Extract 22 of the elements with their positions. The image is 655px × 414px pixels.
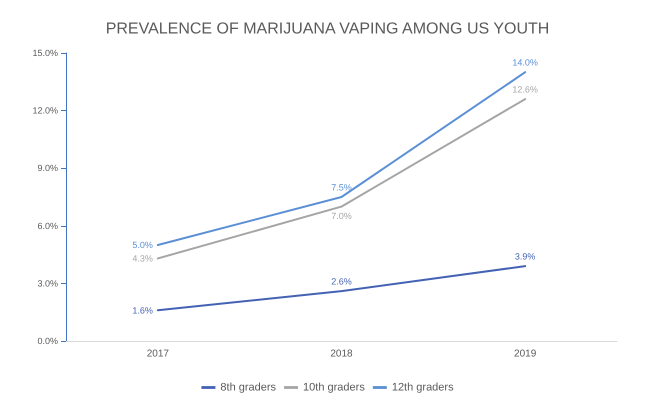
data-label: 2.6% — [331, 276, 352, 287]
y-tick-label: 15.0% — [32, 48, 58, 58]
data-label: 1.6% — [132, 305, 153, 316]
chart-title: PREVALENCE OF MARIJUANA VAPING AMONG US YOUTH — [106, 20, 550, 38]
y-tick-label: 6.0% — [37, 220, 58, 231]
x-tick-label: 2018 — [330, 348, 354, 360]
y-tick-label: 12.0% — [32, 106, 58, 116]
y-tick-label: 3.0% — [37, 278, 58, 288]
data-label: 5.0% — [132, 240, 153, 250]
data-label: 4.3% — [132, 253, 153, 264]
legend-label: 12th graders — [392, 382, 454, 394]
x-tick-label: 2019 — [514, 348, 537, 360]
data-label: 14.0% — [512, 58, 538, 68]
legend-label: 10th graders — [303, 382, 366, 394]
data-label: 7.0% — [331, 211, 352, 222]
data-label: 7.5% — [331, 182, 352, 192]
data-label: 3.9% — [514, 252, 536, 262]
x-tick-label: 2017 — [146, 348, 170, 360]
y-tick-label: 0.0% — [37, 336, 58, 346]
data-label: 12.6% — [512, 84, 538, 95]
legend-label: 8th graders — [220, 382, 277, 394]
y-tick-label: 9.0% — [37, 163, 58, 174]
